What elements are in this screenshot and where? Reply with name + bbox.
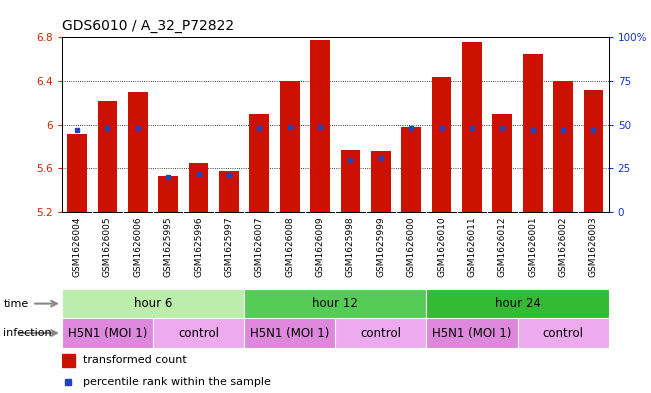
Bar xyxy=(62,318,153,348)
Bar xyxy=(128,92,148,212)
Text: GSM1626012: GSM1626012 xyxy=(498,216,507,277)
Bar xyxy=(158,176,178,212)
Bar xyxy=(426,318,518,348)
Bar xyxy=(335,318,426,348)
Text: GSM1626000: GSM1626000 xyxy=(407,216,416,277)
Bar xyxy=(432,77,452,212)
Text: GSM1625999: GSM1625999 xyxy=(376,216,385,277)
Text: percentile rank within the sample: percentile rank within the sample xyxy=(83,377,271,387)
Text: GSM1626011: GSM1626011 xyxy=(467,216,477,277)
Text: GSM1625996: GSM1625996 xyxy=(194,216,203,277)
Bar xyxy=(523,54,542,212)
Bar xyxy=(311,40,330,212)
Text: infection: infection xyxy=(3,328,52,338)
Text: GSM1626004: GSM1626004 xyxy=(72,216,81,277)
Text: GSM1625995: GSM1625995 xyxy=(163,216,173,277)
Bar xyxy=(189,163,208,212)
Text: GSM1626008: GSM1626008 xyxy=(285,216,294,277)
Text: GSM1626007: GSM1626007 xyxy=(255,216,264,277)
Text: hour 24: hour 24 xyxy=(495,297,540,310)
Text: control: control xyxy=(543,327,583,340)
Text: H5N1 (MOI 1): H5N1 (MOI 1) xyxy=(68,327,147,340)
Text: GSM1626009: GSM1626009 xyxy=(316,216,325,277)
Bar xyxy=(67,134,87,212)
Bar xyxy=(401,127,421,212)
Bar xyxy=(462,42,482,212)
Text: hour 12: hour 12 xyxy=(312,297,358,310)
Bar xyxy=(553,81,573,212)
Text: control: control xyxy=(361,327,401,340)
Text: GSM1625998: GSM1625998 xyxy=(346,216,355,277)
Text: GSM1626002: GSM1626002 xyxy=(559,216,568,277)
Bar xyxy=(492,114,512,212)
Text: GSM1626006: GSM1626006 xyxy=(133,216,143,277)
Bar xyxy=(518,318,609,348)
Text: GSM1626005: GSM1626005 xyxy=(103,216,112,277)
Text: GSM1626001: GSM1626001 xyxy=(528,216,537,277)
Bar xyxy=(583,90,603,212)
Text: GDS6010 / A_32_P72822: GDS6010 / A_32_P72822 xyxy=(62,19,234,33)
Text: GSM1626003: GSM1626003 xyxy=(589,216,598,277)
Bar xyxy=(426,289,609,318)
Bar xyxy=(244,289,426,318)
Text: hour 6: hour 6 xyxy=(134,297,172,310)
Bar xyxy=(249,114,270,212)
Bar xyxy=(62,289,244,318)
Bar xyxy=(371,151,391,212)
Bar xyxy=(62,354,76,367)
Text: H5N1 (MOI 1): H5N1 (MOI 1) xyxy=(432,327,512,340)
Text: GSM1626010: GSM1626010 xyxy=(437,216,446,277)
Bar xyxy=(219,171,239,212)
Bar xyxy=(98,101,117,212)
Text: control: control xyxy=(178,327,219,340)
Text: GSM1625997: GSM1625997 xyxy=(225,216,234,277)
Bar xyxy=(244,318,335,348)
Text: time: time xyxy=(3,299,29,309)
Bar xyxy=(340,150,361,212)
Bar xyxy=(280,81,299,212)
Bar xyxy=(153,318,244,348)
Text: H5N1 (MOI 1): H5N1 (MOI 1) xyxy=(250,327,329,340)
Text: transformed count: transformed count xyxy=(83,356,187,365)
